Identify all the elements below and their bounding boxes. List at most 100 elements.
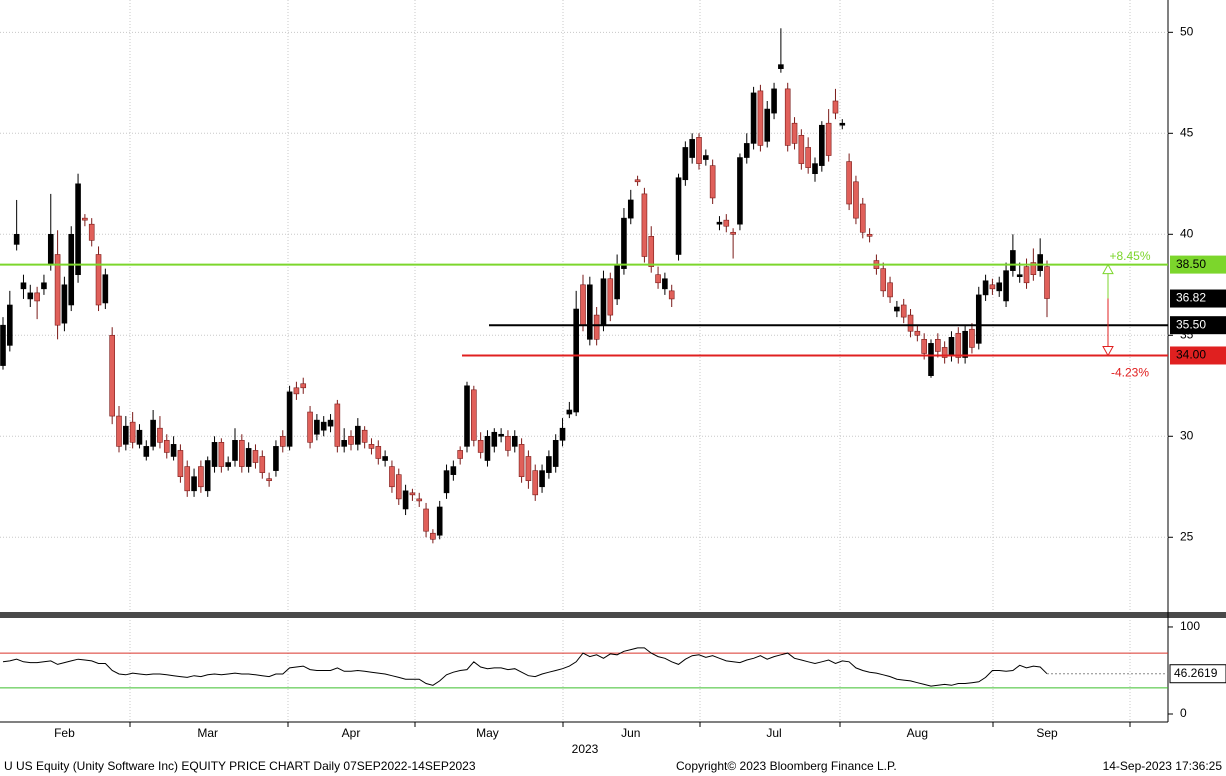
candle-body <box>784 88 791 146</box>
candle-body <box>177 450 184 477</box>
candle-body <box>689 139 695 158</box>
footer-center: Copyright© 2023 Bloomberg Finance L.P. <box>676 759 897 773</box>
candle-body <box>887 282 893 298</box>
rsi-last-label: 46.2619 <box>1174 666 1218 680</box>
candle-body <box>198 466 204 488</box>
candle-body <box>211 442 218 467</box>
x-tick-label: Feb <box>54 726 75 740</box>
candle-body <box>7 304 13 346</box>
candle-body <box>853 181 859 219</box>
candle-body <box>621 217 627 269</box>
candle-body <box>928 343 934 376</box>
candle-body <box>334 403 341 447</box>
candle-body <box>737 157 743 225</box>
footer-right: 14-Sep-2023 17:36:25 <box>1103 759 1223 773</box>
candle-body <box>20 282 27 290</box>
candle-body <box>587 284 593 340</box>
candle-body <box>518 444 525 477</box>
candle-body <box>819 124 825 166</box>
candle-body <box>389 466 395 488</box>
candle-body <box>859 203 866 233</box>
candle-body <box>225 462 231 467</box>
candle-body <box>95 254 102 306</box>
candle-body <box>232 440 238 461</box>
candle-body <box>546 456 552 473</box>
candle-body <box>355 425 361 445</box>
candle-body <box>82 217 88 221</box>
candle-body <box>266 478 272 482</box>
candle-body <box>791 122 798 144</box>
candle-body <box>825 122 832 156</box>
candle-body <box>723 219 730 227</box>
arrow-head <box>1102 345 1114 357</box>
x-tick-label: Jun <box>621 726 640 740</box>
candle-body <box>655 274 661 284</box>
candle-body <box>730 231 736 235</box>
candle-body <box>682 147 689 181</box>
candle-body <box>402 490 409 510</box>
candle-body <box>941 347 948 358</box>
y-tick-label: 40 <box>1180 226 1194 240</box>
candle-body <box>375 446 382 459</box>
candle-body <box>129 421 136 443</box>
level-label: 35.50 <box>1176 317 1206 331</box>
last-price-label: 36.82 <box>1176 291 1206 305</box>
candle-body <box>327 419 334 427</box>
candle-body <box>846 161 852 205</box>
candle-body <box>143 446 150 457</box>
candle-body <box>416 498 423 502</box>
candle-body <box>525 456 532 482</box>
candle-body <box>116 415 122 447</box>
candle-body <box>163 440 170 453</box>
candle-body <box>743 143 750 158</box>
candle-body <box>382 456 388 461</box>
candle-body <box>300 383 307 389</box>
candle-body <box>764 108 771 142</box>
candle-body <box>798 135 805 164</box>
x-tick-label: Sep <box>1036 726 1058 740</box>
candle-body <box>293 387 300 395</box>
candle-body <box>273 446 279 471</box>
candle-body <box>47 233 54 265</box>
candle-body <box>314 419 320 435</box>
candle-body <box>1030 262 1037 275</box>
candle-body <box>709 165 716 199</box>
candle-body <box>109 334 115 417</box>
candle-body <box>935 339 941 352</box>
candle-body <box>41 282 47 290</box>
candle-body <box>191 476 197 492</box>
candle-body <box>184 466 191 492</box>
candle-body <box>279 435 286 447</box>
candle-body <box>457 450 463 459</box>
candle-body <box>252 450 259 463</box>
candle-body <box>989 284 996 290</box>
x-tick-label: Jul <box>766 726 781 740</box>
y-tick-label: 25 <box>1180 529 1194 543</box>
footer-left: U US Equity (Unity Software Inc) EQUITY … <box>4 759 476 773</box>
candle-body <box>593 314 600 340</box>
candle-body <box>812 163 818 175</box>
annotation: +8.45% <box>1109 249 1150 263</box>
candle-body <box>716 221 723 225</box>
x-tick-label: Aug <box>907 726 928 740</box>
candle-body <box>170 444 177 457</box>
candle-body <box>511 435 518 447</box>
candle-body <box>54 254 61 326</box>
panel-separator <box>0 612 1226 618</box>
x-tick-label: May <box>476 726 499 740</box>
year-label: 2023 <box>572 742 599 756</box>
candle-body <box>914 330 921 336</box>
candle-body <box>204 460 211 492</box>
candle-body <box>395 474 402 500</box>
candle-body <box>1016 274 1023 278</box>
candle-body <box>1044 266 1050 299</box>
candle-body <box>648 236 655 267</box>
candle-body <box>157 427 163 443</box>
candle-body <box>982 280 989 296</box>
candle-body <box>498 433 504 437</box>
candle-body <box>880 268 887 292</box>
candle-body <box>921 339 927 354</box>
candle-body <box>750 92 757 144</box>
candle-body <box>477 440 484 453</box>
